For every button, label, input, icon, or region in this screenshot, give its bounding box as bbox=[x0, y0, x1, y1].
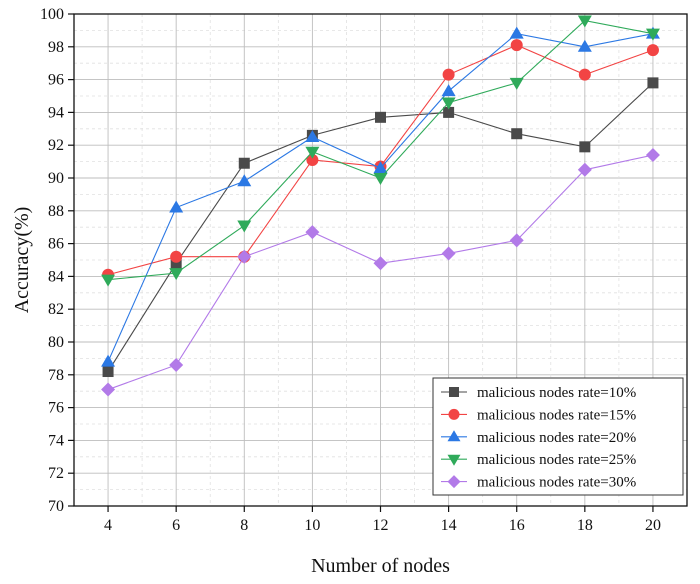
data-point bbox=[373, 173, 388, 185]
y-tick-label: 76 bbox=[48, 400, 64, 417]
y-tick-label: 96 bbox=[48, 72, 64, 89]
data-point bbox=[645, 28, 660, 41]
legend-label: malicious nodes rate=15% bbox=[477, 407, 636, 423]
data-point bbox=[645, 148, 660, 163]
y-tick-label: 92 bbox=[48, 137, 64, 154]
data-point bbox=[442, 68, 455, 81]
data-point bbox=[577, 15, 592, 28]
data-point bbox=[647, 77, 659, 89]
data-point bbox=[305, 146, 320, 159]
data-point bbox=[577, 162, 592, 177]
data-point bbox=[511, 128, 523, 140]
legend-box bbox=[432, 377, 684, 496]
x-tick-label: 10 bbox=[304, 517, 320, 534]
x-tick-label: 18 bbox=[577, 517, 593, 534]
data-point bbox=[646, 44, 659, 57]
data-point bbox=[170, 257, 182, 269]
y-tick-label: 70 bbox=[48, 498, 64, 515]
y-tick-label: 86 bbox=[48, 236, 64, 253]
data-point bbox=[441, 97, 456, 110]
x-tick-label: 20 bbox=[645, 517, 661, 534]
series-4 bbox=[101, 15, 660, 287]
series-lines bbox=[101, 15, 660, 397]
y-tick-label: 94 bbox=[48, 104, 64, 121]
y-axis-title: Accuracy(%) bbox=[11, 207, 33, 314]
data-point bbox=[441, 84, 456, 97]
series-3 bbox=[101, 26, 660, 367]
x-tick-label: 4 bbox=[104, 517, 112, 534]
x-tick-label: 16 bbox=[509, 517, 525, 534]
y-tick-label: 80 bbox=[48, 334, 64, 351]
y-tick-label: 100 bbox=[40, 6, 64, 23]
data-point bbox=[579, 141, 591, 153]
data-point bbox=[169, 200, 184, 213]
data-point bbox=[305, 225, 320, 240]
x-tick-label: 8 bbox=[240, 517, 248, 534]
data-point bbox=[237, 249, 252, 264]
y-tick-label: 78 bbox=[48, 367, 64, 384]
data-point bbox=[306, 153, 319, 166]
legend-label: malicious nodes rate=10% bbox=[477, 385, 636, 401]
data-point bbox=[101, 274, 116, 287]
data-point bbox=[101, 382, 116, 397]
axis-ticks: 70 72 74 76 78 80 82 84 86 88 90 92 94 96 98 100 4 6 8 10 12… bbox=[40, 6, 661, 534]
data-point bbox=[578, 68, 591, 81]
x-tick-label: 6 bbox=[172, 517, 180, 534]
data-point bbox=[237, 220, 252, 233]
legend-marker bbox=[447, 475, 461, 489]
data-point bbox=[375, 111, 386, 123]
data-point bbox=[170, 250, 183, 263]
x-axis-title: Number of nodes bbox=[311, 555, 450, 577]
y-tick-label: 88 bbox=[48, 203, 64, 220]
data-point bbox=[577, 39, 592, 52]
y-tick-label: 84 bbox=[48, 268, 64, 285]
series-5 bbox=[101, 148, 660, 397]
data-point bbox=[169, 268, 184, 281]
y-tick-label: 90 bbox=[48, 170, 64, 187]
data-point bbox=[238, 157, 250, 169]
legend-label: malicious nodes rate=30% bbox=[477, 475, 636, 491]
x-tick-label: 14 bbox=[441, 517, 457, 534]
data-point bbox=[441, 246, 456, 261]
legend-marker bbox=[447, 454, 461, 466]
data-point bbox=[237, 174, 252, 187]
data-point bbox=[509, 26, 524, 39]
y-tick-label: 98 bbox=[48, 39, 64, 56]
data-point bbox=[509, 77, 524, 90]
x-tick-label: 12 bbox=[373, 517, 389, 534]
data-point bbox=[373, 256, 388, 271]
legend: malicious nodes rate=10% malicious nodes … bbox=[432, 377, 684, 496]
legend-label: malicious nodes rate=25% bbox=[477, 452, 636, 468]
legend-marker bbox=[447, 430, 461, 442]
series-1 bbox=[102, 77, 659, 378]
y-tick-label: 74 bbox=[48, 432, 64, 449]
y-tick-label: 72 bbox=[48, 465, 64, 482]
data-point bbox=[169, 357, 184, 372]
data-point bbox=[305, 130, 320, 142]
legend-marker bbox=[449, 387, 459, 397]
legend-marker bbox=[448, 408, 460, 420]
data-point bbox=[510, 39, 523, 52]
data-point bbox=[443, 106, 455, 118]
data-point bbox=[102, 366, 114, 378]
data-point bbox=[373, 161, 388, 174]
legend-label: malicious nodes rate=20% bbox=[477, 430, 636, 446]
data-point bbox=[101, 354, 116, 367]
y-tick-label: 82 bbox=[48, 301, 64, 318]
data-point bbox=[509, 233, 524, 248]
